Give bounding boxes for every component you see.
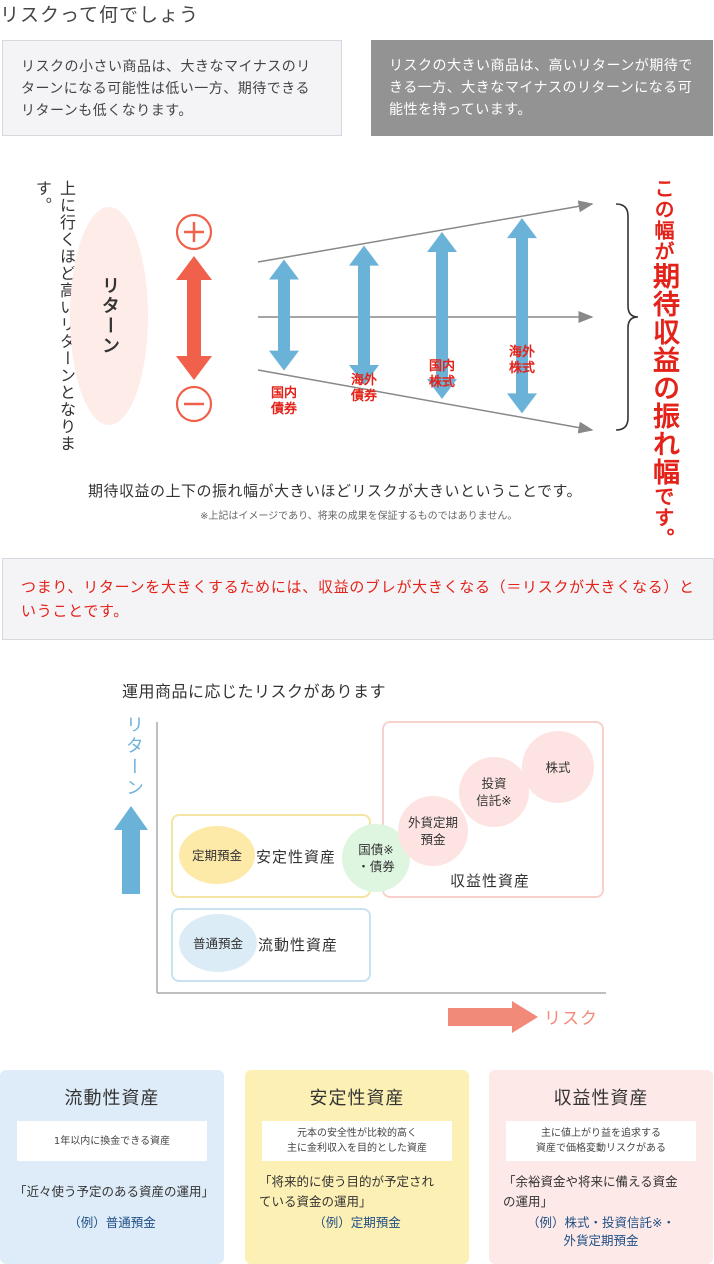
page-title: リスクって何でしょう xyxy=(0,4,200,26)
higher-return-note: 上に行くほど高いリターンとなります。 xyxy=(33,180,76,452)
card-description: 元本の安全性が比較的高く 主に金利収入を目的とした資産 xyxy=(262,1121,452,1161)
y-axis-label: リターン xyxy=(123,715,144,799)
card-usage: 「近々使う予定のある資産の運用」 xyxy=(14,1184,215,1199)
liquid-asset-label: 流動性資産 xyxy=(258,936,339,954)
risk-chart-axes xyxy=(114,722,606,1033)
summary-box: つまり、リターンを大きくするためには、収益のブレが大きくなる（＝リスクが大きくな… xyxy=(2,558,714,640)
card-example: （例）株式・投資信託※・ 外貨定期預金 xyxy=(527,1215,675,1248)
return-label: リターン xyxy=(99,276,120,356)
diagram-caption: 期待収益の上下の振れ幅が大きいほどリスクが大きいということです。 xyxy=(88,482,583,500)
width-bracket xyxy=(615,203,639,431)
plus-minus-arrow xyxy=(176,256,212,380)
profit-asset-label: 収益性資産 xyxy=(450,872,531,890)
card-example: （例）普通預金 xyxy=(68,1215,156,1230)
stable-asset-card: 安定性資産 元本の安全性が比較的高く 主に金利収入を目的とした資産 「将来的に使う… xyxy=(245,1070,469,1264)
lower-line xyxy=(257,369,594,434)
product-label-1: 国内 債券 xyxy=(270,386,297,418)
spread-arrow-3 xyxy=(427,232,457,400)
spread-arrow-1 xyxy=(269,259,299,371)
spread-arrow-2 xyxy=(349,245,379,386)
stable-asset-label: 安定性資産 xyxy=(256,848,337,866)
card-description: 主に値上がり益を追求する 資産で価格変動リスクがある xyxy=(506,1121,696,1161)
profit-asset-group xyxy=(382,721,604,898)
product-label-4: 海外 株式 xyxy=(508,345,535,377)
investment-trust-circle: 投資 信託※ xyxy=(459,757,529,827)
return-arrow xyxy=(114,806,148,894)
card-title: 流動性資産 xyxy=(64,1088,160,1109)
high-risk-description: リスクの大きい商品は、高いリターンが期待できる一方、大きなマイナスのリターンにな… xyxy=(371,40,713,136)
card-title: 安定性資産 xyxy=(309,1088,405,1109)
liquid-asset-group xyxy=(171,908,371,982)
stock-circle: 株式 xyxy=(522,731,594,803)
card-usage: 「余裕資金や将来に備える資金 の運用」 xyxy=(503,1174,678,1209)
card-title: 収益性資産 xyxy=(553,1088,649,1109)
swing-width-label: この幅が期待収益の振れ幅です。 xyxy=(648,178,679,549)
spread-arrow-4 xyxy=(507,218,537,414)
product-label-2: 海外 債券 xyxy=(350,372,377,404)
product-label-3: 国内 株式 xyxy=(428,359,455,391)
risk-arrow xyxy=(448,1001,538,1033)
diagram-note: ※上記はイメージであり、将来の成果を保証するものではありません。 xyxy=(200,511,518,522)
upper-line xyxy=(257,200,594,263)
low-risk-description: リスクの小さい商品は、大きなマイナスのリターンになる可能性は低い一方、期待できる… xyxy=(2,40,342,136)
card-description: 1年以内に換金できる資産 xyxy=(17,1121,207,1161)
fx-deposit-circle: 外貨定期 預金 xyxy=(398,796,468,866)
card-usage: 「将来的に使う目的が予定され ている資金の運用」 xyxy=(259,1174,435,1209)
x-axis-label: リスク xyxy=(544,1009,598,1029)
return-spread-diagram xyxy=(175,200,639,434)
profit-asset-card: 収益性資産 主に値上がり益を追求する 資産で価格変動リスクがある 「余裕資金や将来… xyxy=(489,1070,713,1264)
liquid-asset-card: 流動性資産 1年以内に換金できる資産 「近々使う予定のある資産の運用」 （例）普… xyxy=(0,1070,224,1264)
normal-deposit-circle: 普通預金 xyxy=(179,914,257,972)
risk-chart-title: 運用商品に応じたリスクがあります xyxy=(122,682,387,701)
plus-icon xyxy=(175,213,213,251)
return-oval: リターン xyxy=(70,207,148,425)
minus-icon xyxy=(175,385,213,423)
fixed-deposit-circle: 定期預金 xyxy=(179,826,255,884)
card-example: （例）定期預金 xyxy=(313,1215,401,1230)
